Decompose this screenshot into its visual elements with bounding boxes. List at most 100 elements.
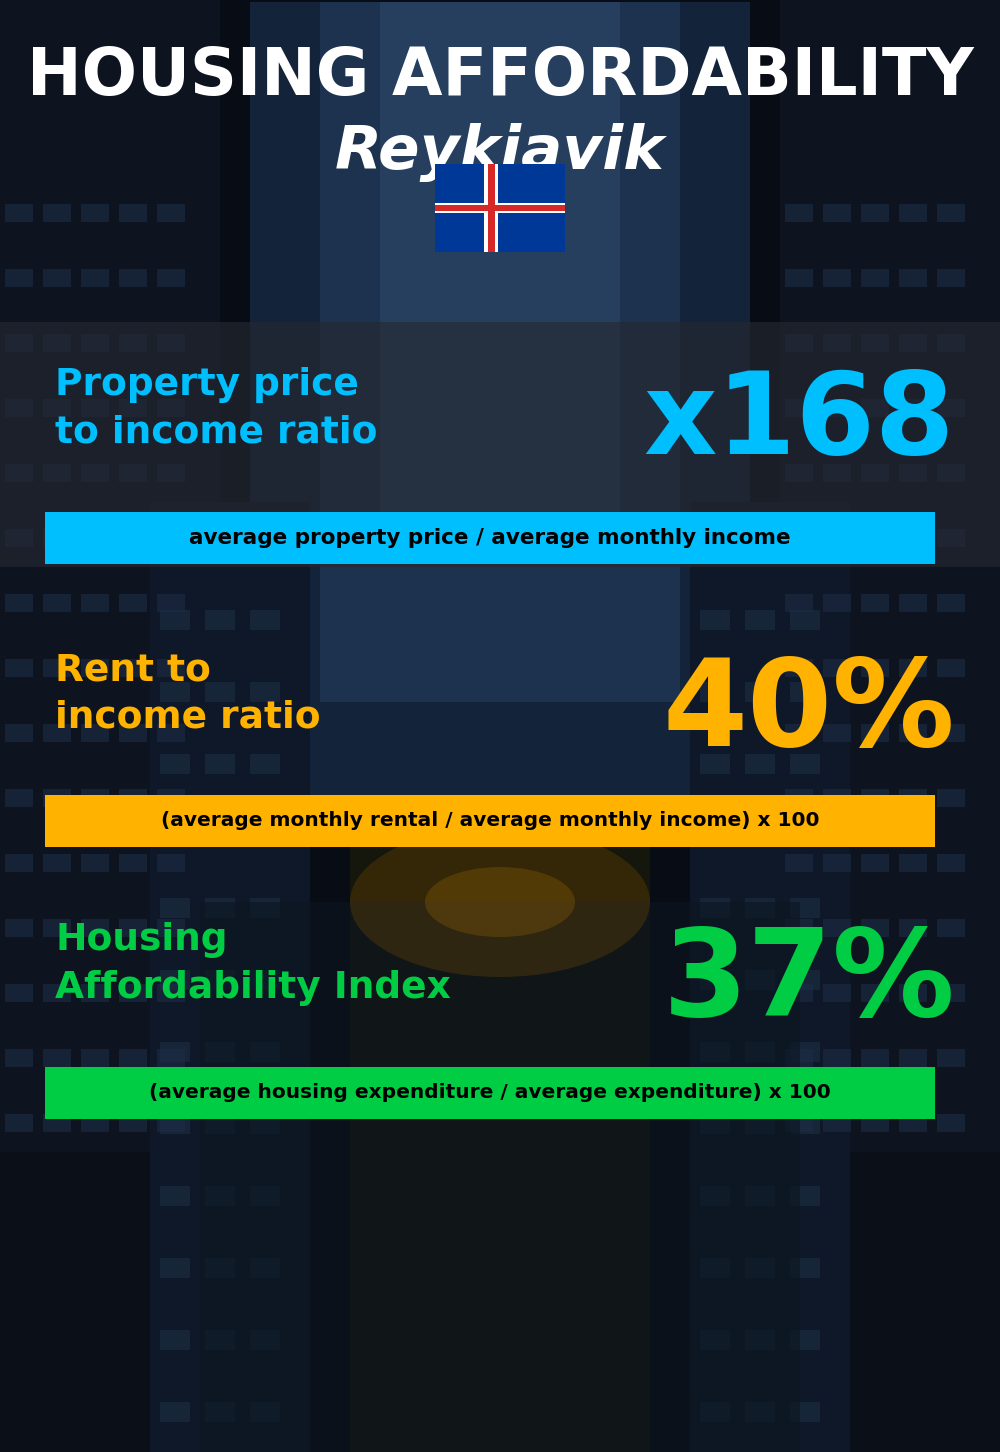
Bar (119, 788, 147, 807)
Bar (861, 529, 889, 547)
Bar (43, 659, 71, 677)
Bar (81, 725, 109, 742)
Bar (81, 529, 109, 547)
Bar (250, 1114, 280, 1134)
Bar (435, 203, 565, 213)
Bar (205, 1403, 235, 1422)
Bar (899, 529, 927, 547)
Bar (205, 1330, 235, 1350)
Bar (790, 754, 820, 774)
Bar (937, 984, 965, 1002)
Bar (785, 399, 813, 417)
Bar (81, 203, 109, 222)
Bar (937, 269, 965, 287)
Bar (700, 754, 730, 774)
Bar (150, 502, 310, 1452)
Bar (700, 1330, 730, 1350)
Bar (700, 1043, 730, 1061)
Bar (157, 269, 185, 287)
Bar (0, 0, 220, 1151)
Bar (700, 682, 730, 701)
Bar (785, 203, 813, 222)
Bar (250, 1186, 280, 1207)
Text: (average housing expenditure / average expenditure) x 100: (average housing expenditure / average e… (149, 1083, 831, 1102)
Bar (790, 610, 820, 630)
Bar (899, 854, 927, 873)
Bar (81, 465, 109, 482)
Bar (157, 594, 185, 611)
Bar (119, 334, 147, 351)
Bar (435, 164, 565, 253)
Bar (320, 1, 680, 701)
Bar (790, 1043, 820, 1061)
Bar (899, 465, 927, 482)
Bar (790, 1403, 820, 1422)
Bar (861, 1114, 889, 1133)
Bar (937, 334, 965, 351)
Bar (745, 1403, 775, 1422)
Bar (250, 970, 280, 990)
Bar (745, 826, 775, 847)
Bar (43, 465, 71, 482)
Bar (780, 0, 1000, 1151)
Bar (81, 984, 109, 1002)
Bar (250, 1257, 280, 1278)
Bar (785, 529, 813, 547)
Bar (745, 970, 775, 990)
Bar (484, 164, 498, 253)
Bar (250, 610, 280, 630)
Bar (380, 1, 620, 552)
Bar (861, 465, 889, 482)
Bar (119, 594, 147, 611)
Bar (45, 1067, 935, 1119)
Bar (899, 399, 927, 417)
Bar (861, 334, 889, 351)
Bar (81, 269, 109, 287)
Bar (157, 334, 185, 351)
Bar (43, 1048, 71, 1067)
Bar (45, 513, 935, 563)
Bar (250, 1330, 280, 1350)
Bar (700, 610, 730, 630)
Bar (250, 826, 280, 847)
Bar (160, 754, 190, 774)
Bar (899, 269, 927, 287)
Bar (790, 970, 820, 990)
Bar (205, 682, 235, 701)
Bar (205, 610, 235, 630)
Bar (5, 529, 33, 547)
Bar (785, 854, 813, 873)
Bar (823, 854, 851, 873)
Bar (785, 1114, 813, 1133)
Bar (823, 399, 851, 417)
Text: Housing
Affordability Index: Housing Affordability Index (55, 922, 451, 1006)
Bar (250, 1, 750, 802)
Bar (45, 796, 935, 847)
Bar (899, 203, 927, 222)
Bar (0, 322, 1000, 566)
Bar (119, 399, 147, 417)
Bar (81, 854, 109, 873)
Bar (157, 788, 185, 807)
Bar (157, 465, 185, 482)
Bar (157, 203, 185, 222)
Bar (81, 1114, 109, 1133)
Bar (861, 854, 889, 873)
Text: Rent to
income ratio: Rent to income ratio (55, 652, 321, 736)
Bar (157, 1114, 185, 1133)
Bar (5, 854, 33, 873)
Text: x168: x168 (644, 366, 955, 478)
Bar (790, 897, 820, 918)
Bar (785, 1048, 813, 1067)
Bar (790, 682, 820, 701)
Bar (861, 659, 889, 677)
Bar (823, 594, 851, 611)
Bar (43, 334, 71, 351)
Bar (81, 659, 109, 677)
Bar (790, 1257, 820, 1278)
Bar (823, 725, 851, 742)
Bar (899, 725, 927, 742)
Bar (899, 984, 927, 1002)
Bar (157, 854, 185, 873)
Bar (0, 0, 180, 1452)
